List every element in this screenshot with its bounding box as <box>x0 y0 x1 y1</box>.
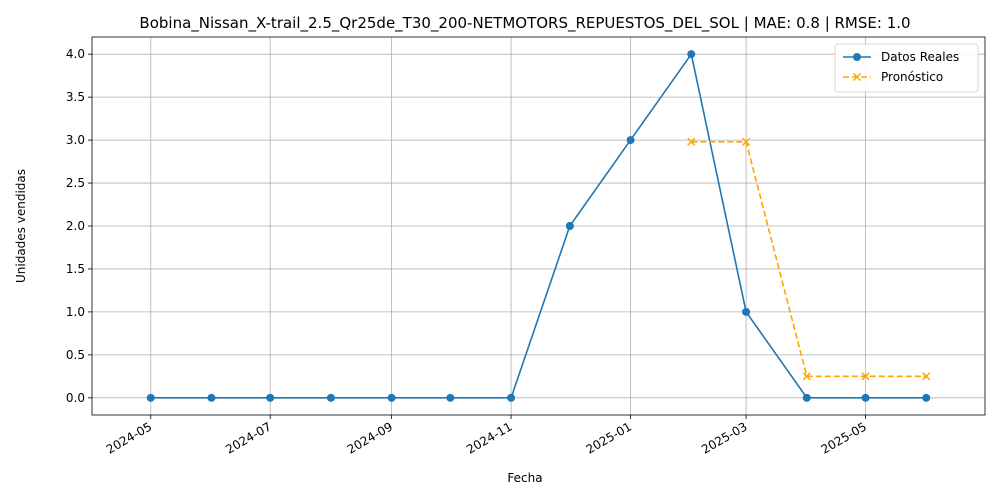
y-axis-label: Unidades vendidas <box>14 169 28 283</box>
data-point <box>565 222 574 230</box>
data-point <box>266 393 275 402</box>
legend-label: Datos Reales <box>881 50 959 64</box>
data-point <box>802 393 811 402</box>
data-point <box>387 393 396 402</box>
legend-label: Pronóstico <box>881 70 943 84</box>
y-axis-ticks: 0.0 0.5 1.0 1.5 2.0 2.5 3.0 3.5 4.0 <box>66 47 92 405</box>
legend-box <box>834 43 979 93</box>
data-point <box>687 50 696 59</box>
x-axis-label: Fecha <box>507 471 542 485</box>
legend-marker <box>853 53 861 61</box>
data-point <box>922 393 931 402</box>
forecast-point <box>802 372 811 381</box>
y-tick-label: 3.0 <box>66 133 85 147</box>
data-point <box>742 307 751 316</box>
data-point <box>861 393 870 402</box>
forecast-point <box>861 372 870 381</box>
data-point <box>326 393 335 402</box>
y-tick-label: 3.5 <box>66 90 85 104</box>
y-tick-label: 2.0 <box>66 219 85 233</box>
series-line-1 <box>150 52 927 399</box>
y-tick-label: 1.5 <box>66 262 85 276</box>
data-point <box>207 393 216 402</box>
forecast-point <box>687 137 696 146</box>
legend-marker <box>852 72 862 82</box>
forecast-point <box>922 372 931 381</box>
y-tick-label: 0.5 <box>66 348 85 362</box>
y-tick-label: 4.0 <box>66 47 85 61</box>
y-tick-label: 0.0 <box>66 391 85 405</box>
y-tick-label: 1.0 <box>66 305 85 319</box>
series-layer <box>146 50 931 402</box>
data-point <box>626 136 635 145</box>
plot-frame <box>91 36 986 416</box>
data-point <box>507 393 516 402</box>
grid <box>92 37 985 415</box>
data-point <box>146 393 155 402</box>
forecast-point <box>742 137 751 146</box>
chart-title: Bobina_Nissan_X-trail_2.5_Qr25de_T30_200… <box>139 14 910 33</box>
data-point <box>446 393 455 402</box>
legend: Datos Reales Pronóstico <box>834 43 979 93</box>
y-tick-label: 2.5 <box>66 176 85 190</box>
